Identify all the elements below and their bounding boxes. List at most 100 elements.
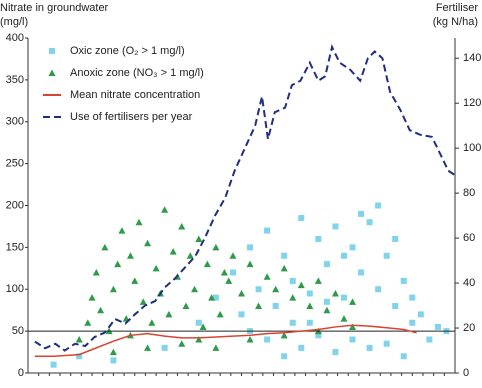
scatter-point	[247, 244, 254, 251]
scatter-point	[199, 323, 207, 330]
scatter-point	[289, 294, 297, 301]
scatter-point	[409, 319, 416, 326]
scatter-point	[161, 344, 168, 351]
scatter-point	[255, 302, 263, 309]
scatter-point	[178, 222, 186, 230]
scatter-point	[366, 344, 373, 351]
scatter-point	[110, 357, 117, 364]
scatter-point	[298, 344, 305, 351]
scatter-point	[97, 306, 105, 314]
scatter-point	[182, 302, 190, 309]
y-tick-label: 50	[12, 325, 24, 337]
scatter-point	[212, 243, 220, 251]
scatter-point	[349, 298, 357, 305]
scatter-point	[139, 298, 147, 305]
y-tick-label: 250	[6, 158, 24, 170]
scatter-point	[131, 277, 139, 284]
scatter-point	[238, 289, 245, 297]
scatter-point	[358, 269, 365, 276]
scatter-point	[306, 319, 313, 326]
legend-label: Oxic zone (O₂ > 1 mg/l)	[70, 45, 185, 57]
scatter-point	[298, 215, 305, 222]
scatter-point	[314, 277, 322, 284]
scatter-point	[272, 303, 279, 309]
y-label: Nitrate in groundwater	[0, 2, 109, 14]
scatter-point	[76, 353, 83, 360]
scatter-point	[152, 264, 160, 272]
scatter-point	[272, 285, 280, 293]
scatter-point	[349, 323, 357, 330]
scatter-point	[280, 264, 288, 272]
scatter-point	[375, 286, 382, 293]
scatter-point	[238, 311, 245, 318]
scatter-point	[50, 361, 57, 368]
y2-label-unit: (kg N/ha)	[433, 16, 478, 28]
scatter-point	[135, 218, 143, 226]
scatter-point	[208, 294, 216, 301]
scatter-point	[289, 319, 296, 326]
scatter-point	[358, 210, 365, 217]
scatter-point	[409, 294, 416, 301]
scatter-point	[315, 332, 322, 339]
scatter-point	[306, 302, 314, 309]
scatter-point	[349, 336, 356, 343]
scatter-point	[212, 344, 220, 351]
scatter-point	[340, 315, 348, 322]
scatter-point	[195, 319, 202, 326]
scatter-point	[109, 285, 117, 293]
line	[34, 44, 456, 352]
scatter-point	[264, 227, 271, 234]
scatter-point	[426, 336, 433, 343]
y-label-unit: (mg/l)	[0, 16, 28, 28]
scatter-point	[216, 310, 224, 318]
y2-tick-label: 140	[463, 52, 481, 64]
scatter-point	[340, 294, 347, 301]
scatter-point	[88, 294, 96, 301]
scatter-point	[281, 252, 288, 259]
scatter-point	[118, 227, 126, 234]
scatter-point	[109, 348, 117, 356]
y-tick-label: 150	[6, 241, 24, 253]
y-tick-label: 350	[6, 74, 24, 86]
scatter-point	[191, 285, 199, 293]
scatter-point	[229, 252, 237, 259]
scatter-point	[297, 281, 305, 289]
legend-label: Mean nitrate concentration	[70, 89, 200, 101]
y2-tick-label: 100	[463, 142, 481, 154]
scatter-point	[229, 269, 236, 276]
y-tick-label: 100	[6, 283, 24, 295]
scatter-point	[246, 260, 254, 268]
scatter-point	[144, 344, 152, 351]
scatter-point	[383, 252, 390, 259]
scatter-point	[178, 340, 186, 347]
scatter-point	[84, 319, 92, 326]
y2-tick-label: 80	[463, 187, 475, 199]
legend-label: Use of fertilisers per year	[70, 111, 193, 123]
scatter-point	[165, 310, 173, 318]
scatter-point	[323, 306, 331, 314]
scatter-point	[92, 269, 100, 276]
scatter-point	[263, 273, 271, 280]
scatter-point	[323, 298, 330, 305]
scatter-point	[186, 252, 194, 259]
scatter-point	[349, 244, 356, 251]
y-tick-label: 300	[6, 116, 24, 128]
scatter-point	[161, 206, 169, 213]
scatter-point	[203, 260, 211, 268]
scatter-point	[366, 219, 373, 226]
scatter-point	[195, 336, 203, 343]
y2-tick-label: 0	[463, 367, 469, 379]
scatter-point	[392, 236, 399, 242]
y2-tick-label: 20	[463, 322, 475, 334]
y-tick-label: 0	[18, 367, 24, 379]
scatter-point	[375, 202, 382, 209]
scatter-point	[289, 277, 296, 284]
scatter-point	[400, 277, 407, 284]
y2-label: Fertiliser	[436, 2, 479, 14]
scatter-point	[114, 260, 122, 268]
y2-tick-label: 60	[463, 232, 475, 244]
scatter-point	[144, 239, 152, 247]
scatter-point	[306, 290, 313, 297]
scatter-point	[281, 353, 288, 360]
